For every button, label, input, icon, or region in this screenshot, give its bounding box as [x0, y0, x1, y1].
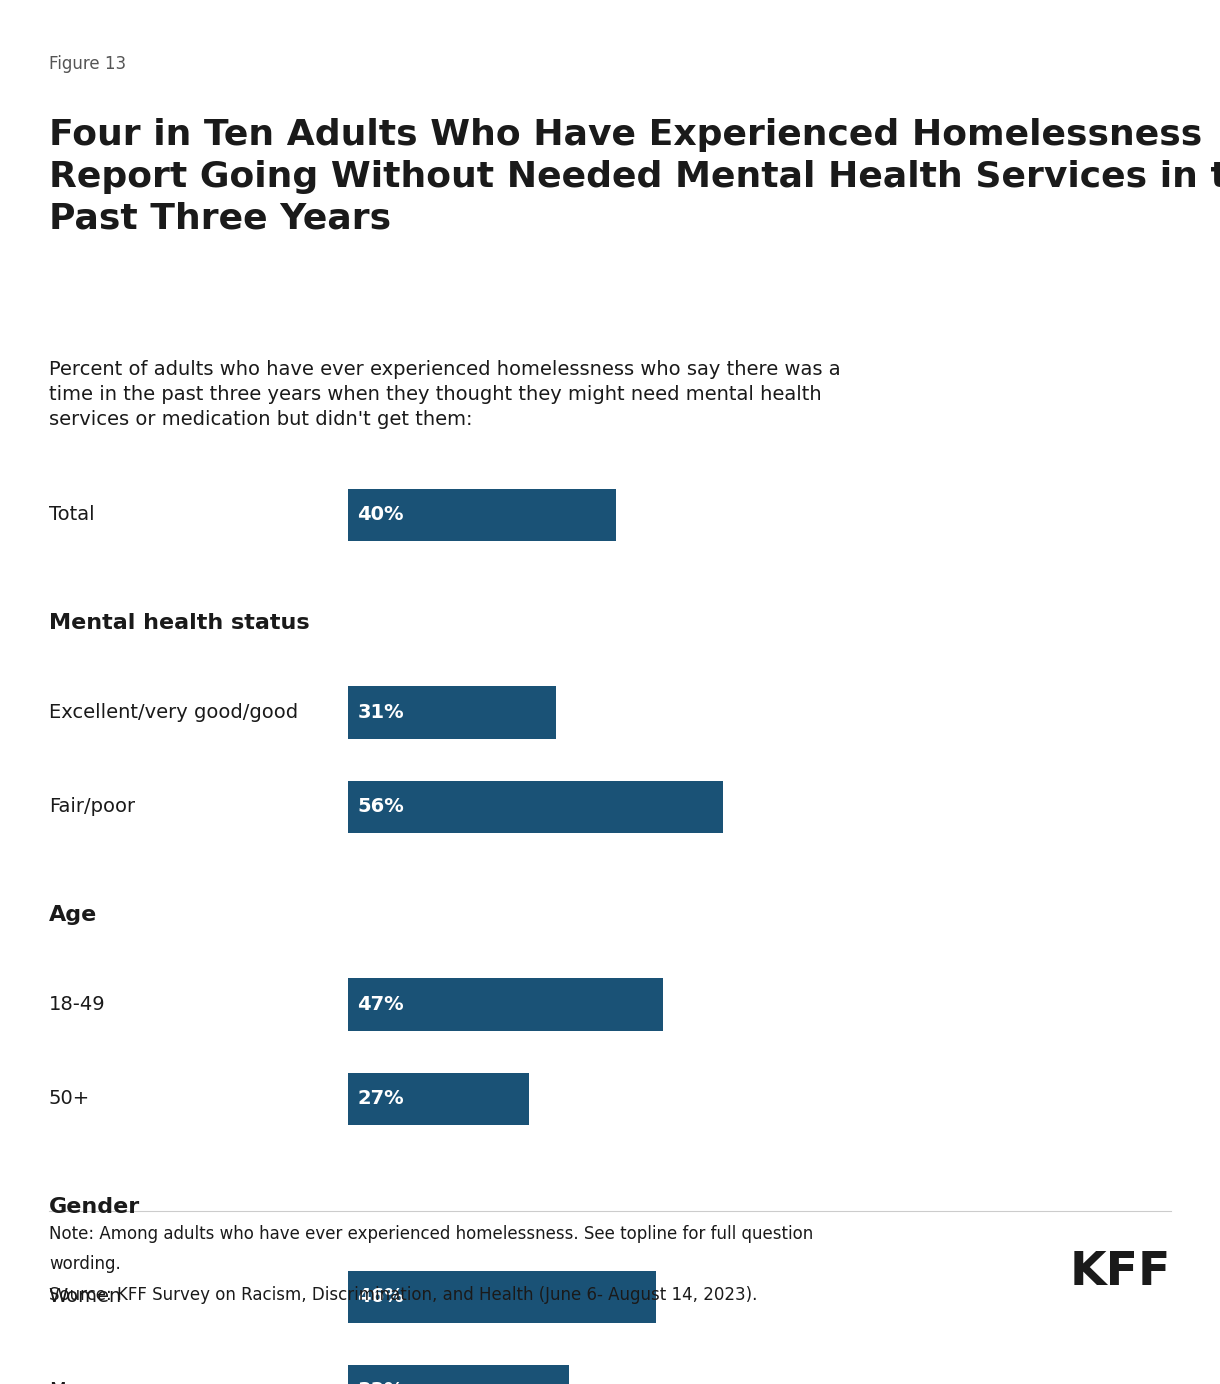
Text: 50+: 50+: [49, 1089, 90, 1109]
Text: Mental health status: Mental health status: [49, 613, 310, 632]
Text: Gender: Gender: [49, 1197, 140, 1217]
Text: Four in Ten Adults Who Have Experienced Homelessness
Report Going Without Needed: Four in Ten Adults Who Have Experienced …: [49, 118, 1220, 235]
Text: 27%: 27%: [357, 1089, 404, 1109]
Text: Figure 13: Figure 13: [49, 55, 126, 73]
Text: Total: Total: [49, 505, 94, 525]
Text: Men: Men: [49, 1381, 90, 1384]
Text: Percent of adults who have ever experienced homelessness who say there was a
tim: Percent of adults who have ever experien…: [49, 360, 841, 429]
Text: Age: Age: [49, 905, 98, 925]
Text: wording.: wording.: [49, 1255, 121, 1273]
Text: KFF: KFF: [1070, 1250, 1171, 1295]
Text: 31%: 31%: [357, 703, 404, 722]
Text: 33%: 33%: [357, 1381, 404, 1384]
Text: Fair/poor: Fair/poor: [49, 797, 135, 817]
Text: Note: Among adults who have ever experienced homelessness. See topline for full : Note: Among adults who have ever experie…: [49, 1225, 813, 1243]
Text: 18-49: 18-49: [49, 995, 105, 1014]
Text: Source: KFF Survey on Racism, Discrimination, and Health (June 6- August 14, 202: Source: KFF Survey on Racism, Discrimina…: [49, 1286, 758, 1304]
Text: 46%: 46%: [357, 1287, 404, 1306]
Text: Excellent/very good/good: Excellent/very good/good: [49, 703, 298, 722]
Text: 56%: 56%: [357, 797, 404, 817]
Text: 47%: 47%: [357, 995, 404, 1014]
Text: Women: Women: [49, 1287, 122, 1306]
Text: 40%: 40%: [357, 505, 404, 525]
